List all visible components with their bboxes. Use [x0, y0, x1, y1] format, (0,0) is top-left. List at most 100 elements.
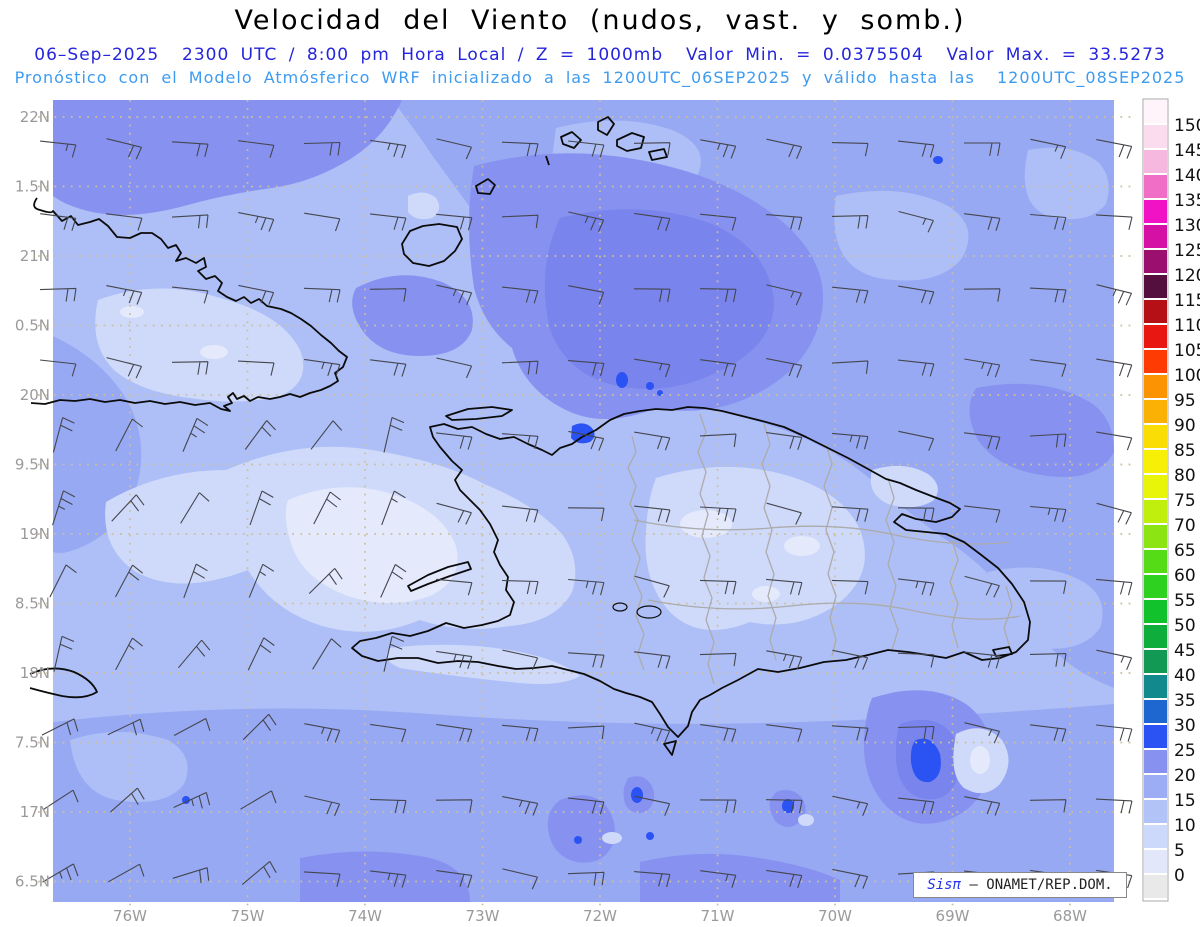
wind-barb	[502, 796, 539, 816]
lake-outline	[612, 602, 628, 612]
wind-barb	[244, 420, 277, 450]
colorbar-tick-label: 130	[1174, 216, 1200, 236]
wind-barb	[436, 432, 473, 450]
wind-barb	[964, 142, 1001, 156]
colorbar-tick-label: 80	[1174, 466, 1196, 486]
graticule-layer	[38, 100, 1135, 909]
wind-barb	[832, 286, 869, 304]
colorbar-tick-label: 10	[1174, 816, 1196, 836]
wind-barb	[436, 650, 473, 670]
lon-label: 69W	[936, 907, 970, 925]
wind-barb	[699, 799, 737, 813]
wind-barb	[111, 494, 145, 522]
wind-barb	[897, 725, 935, 740]
wind-barb	[831, 506, 869, 522]
wind-barb	[699, 288, 737, 303]
wind-barb	[42, 863, 79, 883]
wind-barb	[1096, 578, 1133, 596]
colorbar-segment	[1144, 575, 1167, 598]
wind-barb	[502, 868, 539, 890]
wind-barb	[568, 211, 605, 233]
watermark-brand: Sisπ	[927, 877, 961, 893]
colorbar-segment	[1144, 450, 1167, 473]
colorbar-tick-label: 70	[1174, 516, 1196, 536]
lat-label: 22N	[20, 108, 50, 126]
wind-barb	[766, 724, 803, 742]
colorbar-tick-label: 110	[1174, 316, 1200, 336]
wind-barb	[115, 637, 143, 671]
wind-barb	[897, 507, 935, 522]
wind-barb	[634, 795, 671, 816]
wind-barb	[248, 563, 275, 598]
page-title: Velocidad del Viento (nudos, vast. y som…	[234, 5, 966, 36]
lake-outline	[636, 605, 662, 619]
coastline	[597, 116, 615, 136]
lon-label: 70W	[818, 907, 852, 925]
wind-barb	[1096, 139, 1133, 159]
wind-barb	[240, 790, 277, 810]
wind-barb	[436, 357, 473, 379]
wind-barb	[831, 360, 869, 374]
wind-barb	[568, 140, 605, 158]
colorbar-segment	[1144, 875, 1167, 898]
wind-barb	[831, 142, 869, 157]
wind-barb	[436, 138, 473, 160]
colorbar-segment	[1144, 375, 1167, 398]
wind-barb	[183, 563, 208, 599]
coastline	[648, 148, 668, 161]
wind-barb	[964, 796, 1001, 816]
colorbar-segment	[1144, 850, 1167, 873]
lon-label: 72W	[583, 907, 617, 925]
wind-barb	[313, 491, 341, 525]
wind-barb	[766, 284, 803, 306]
wind-barb	[436, 723, 473, 743]
colorbar-segment	[1144, 275, 1167, 298]
coastline	[401, 223, 463, 267]
colorbar-segment	[1144, 425, 1167, 448]
wind-barb	[700, 870, 737, 888]
wind-barb	[115, 418, 143, 452]
lat-axis-labels: 22N 1.5N 21N 0.5N 20N 9.5N 19N 8.5N 18N 7.5N 17N 6.…	[15, 108, 50, 891]
colorbar-tick-label: 100	[1174, 366, 1200, 386]
colorbar-tick-label: 60	[1174, 566, 1196, 586]
wind-barb	[304, 795, 341, 817]
wind-barb	[249, 490, 274, 526]
wind-barb	[370, 139, 407, 159]
wind-barb	[177, 639, 211, 669]
wind-barb	[49, 564, 77, 598]
coastline	[475, 178, 496, 195]
lon-label: 71W	[701, 907, 735, 925]
watermark-org: – ONAMET/REP.DOM.	[961, 877, 1113, 893]
wind-barb	[964, 213, 1001, 231]
wind-barb	[436, 870, 473, 888]
wind-barb	[107, 718, 145, 736]
wind-barb	[40, 140, 77, 158]
lat-label: 17N	[20, 803, 50, 821]
wind-barb	[304, 358, 341, 378]
colorbar-segment	[1144, 400, 1167, 423]
coastline	[407, 561, 472, 592]
wind-barb	[831, 215, 869, 229]
wind-barb	[898, 285, 935, 305]
lon-label: 75W	[231, 907, 265, 925]
wind-barb	[832, 795, 869, 817]
lat-label: 18N	[20, 664, 50, 682]
wind-barb	[108, 863, 145, 883]
wind-barb	[238, 284, 275, 305]
wind-barb	[964, 432, 1001, 450]
wind-barb	[766, 650, 803, 670]
wind-barb	[568, 360, 605, 377]
wind-barb	[106, 285, 143, 305]
wind-barb	[171, 214, 209, 229]
wind-barb	[700, 139, 737, 159]
wind-barb	[1029, 287, 1067, 303]
wind-barb	[634, 505, 671, 523]
wind-barb	[370, 723, 407, 743]
wind-barb	[700, 724, 737, 742]
wind-barb	[171, 141, 209, 157]
colorbar-segment	[1144, 200, 1167, 223]
wind-barb	[182, 417, 209, 452]
lat-label: 21N	[20, 247, 50, 265]
watermark-badge: Sisπ – ONAMET/REP.DOM.	[913, 872, 1127, 898]
